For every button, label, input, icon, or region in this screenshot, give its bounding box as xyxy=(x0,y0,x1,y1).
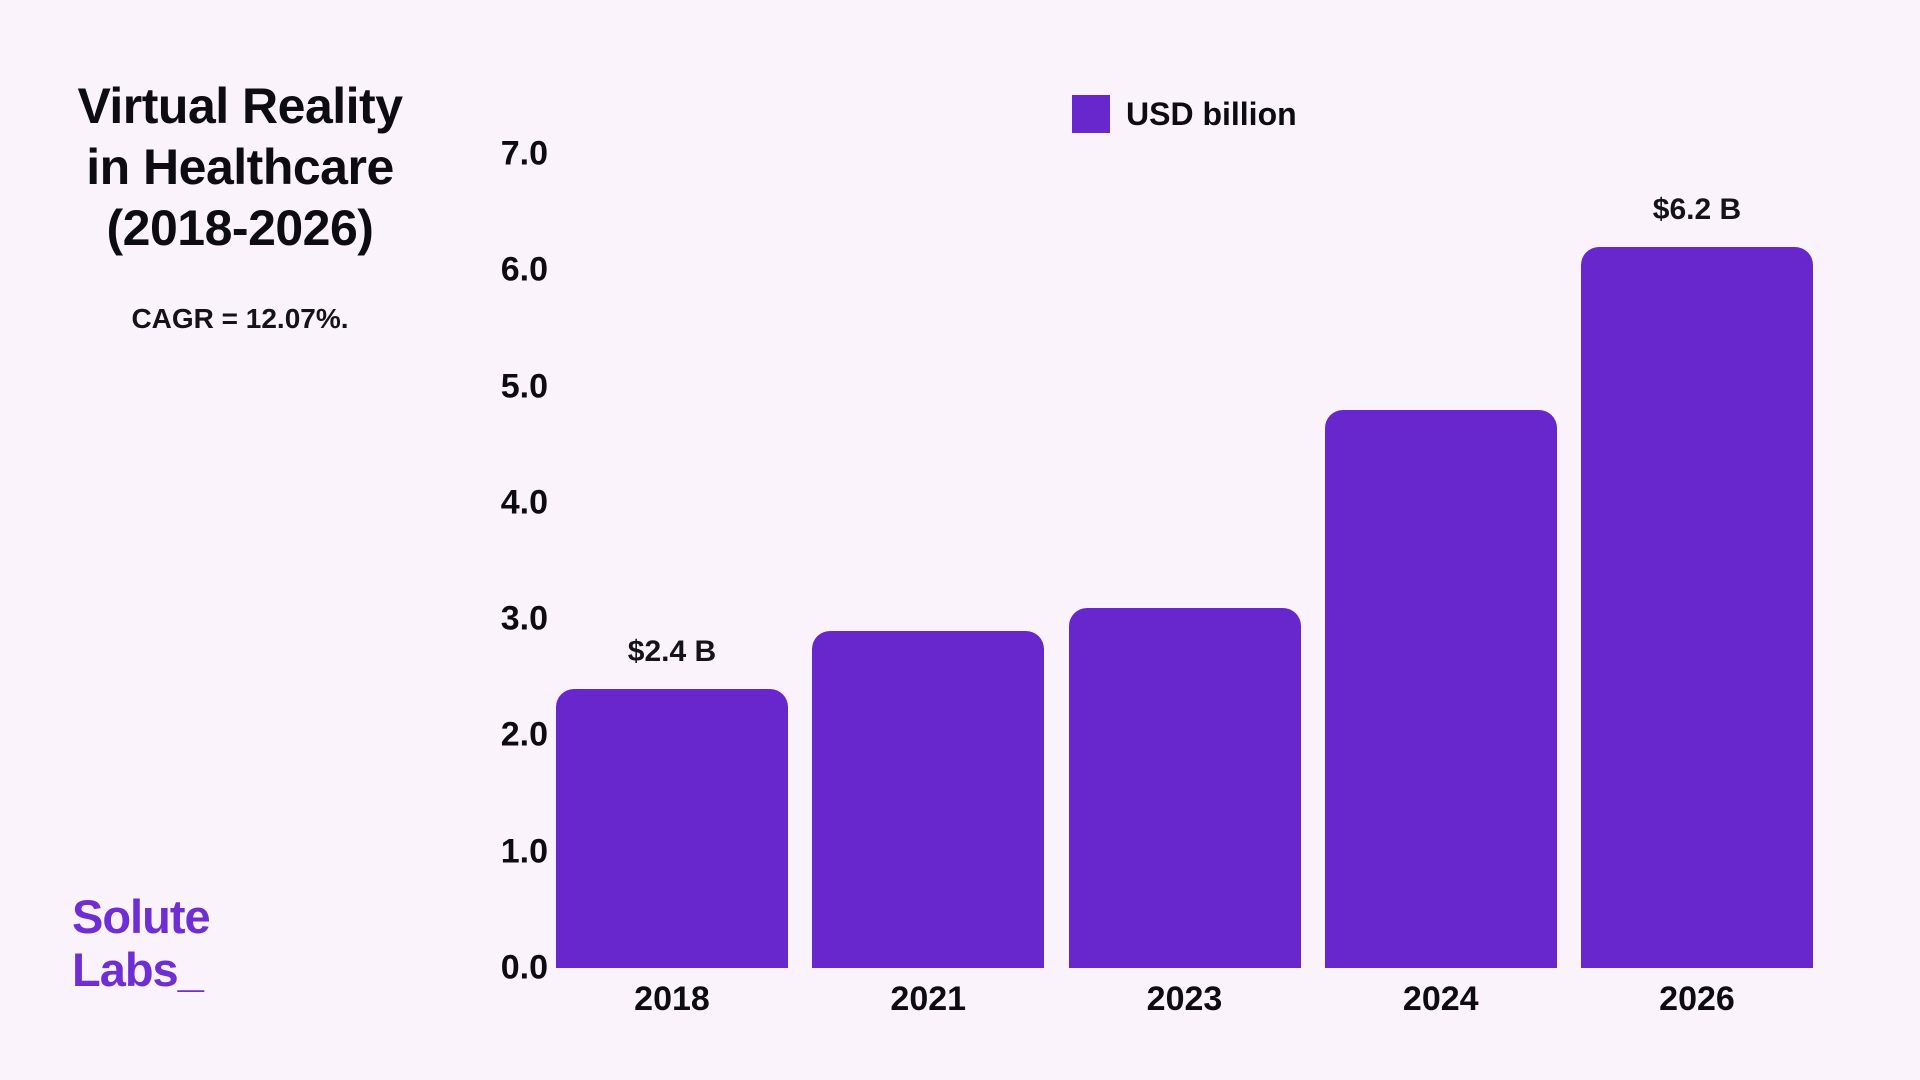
x-axis-label-2026: 2026 xyxy=(1659,980,1735,1018)
plot-area: $2.4 B 2018 2021 2023 2024 $6.2 B 2026 xyxy=(556,154,1813,1018)
y-axis: 0.0 1.0 2.0 3.0 4.0 5.0 6.0 7.0 xyxy=(430,135,548,987)
bar-value-label-2018: $2.4 B xyxy=(627,634,717,668)
logo-line-1: Solute xyxy=(72,890,211,943)
title-line-3: (2018-2026) xyxy=(106,200,374,256)
bar-2023[interactable]: 2023 xyxy=(1068,607,1301,1018)
title-line-2: in Healthcare xyxy=(86,139,394,195)
x-axis-label-2024: 2024 xyxy=(1402,980,1479,1018)
logo-line-2: Labs_ xyxy=(72,943,204,996)
y-tick-label-6.0: 6.0 xyxy=(500,250,548,289)
x-axis-label-2023: 2023 xyxy=(1146,980,1223,1018)
y-tick-label-5.0: 5.0 xyxy=(500,367,548,406)
y-tick-label-3.0: 3.0 xyxy=(500,599,548,638)
solutelabs-logo: Solute Labs_ xyxy=(72,890,211,996)
bar-2024[interactable]: 2024 xyxy=(1324,409,1557,1018)
bar-2018[interactable]: $2.4 B 2018 xyxy=(556,635,788,1018)
chart-legend: USD billion xyxy=(1072,95,1297,133)
cagr-subtitle: CAGR = 12.07%. xyxy=(131,303,349,334)
x-axis-label-2021: 2021 xyxy=(890,980,967,1018)
y-tick-label-4.0: 4.0 xyxy=(500,483,548,522)
legend-label: USD billion xyxy=(1126,95,1297,132)
y-tick-label-1.0: 1.0 xyxy=(500,832,548,871)
bar-2021[interactable]: 2021 xyxy=(812,630,1045,1018)
y-tick-label-0.0: 0.0 xyxy=(500,948,548,987)
page-title: Virtual Reality in Healthcare (2018-2026… xyxy=(20,76,460,259)
bar-2026[interactable]: $6.2 B 2026 xyxy=(1581,193,1813,1018)
title-line-1: Virtual Reality xyxy=(77,78,403,134)
y-tick-label-2.0: 2.0 xyxy=(500,715,548,754)
legend-swatch-icon xyxy=(1072,95,1110,133)
bar-value-label-2026: $6.2 B xyxy=(1652,193,1742,227)
y-tick-label-7.0: 7.0 xyxy=(500,134,548,173)
header-panel: Virtual Reality in Healthcare (2018-2026… xyxy=(20,76,460,335)
x-axis-label-2018: 2018 xyxy=(634,980,710,1018)
